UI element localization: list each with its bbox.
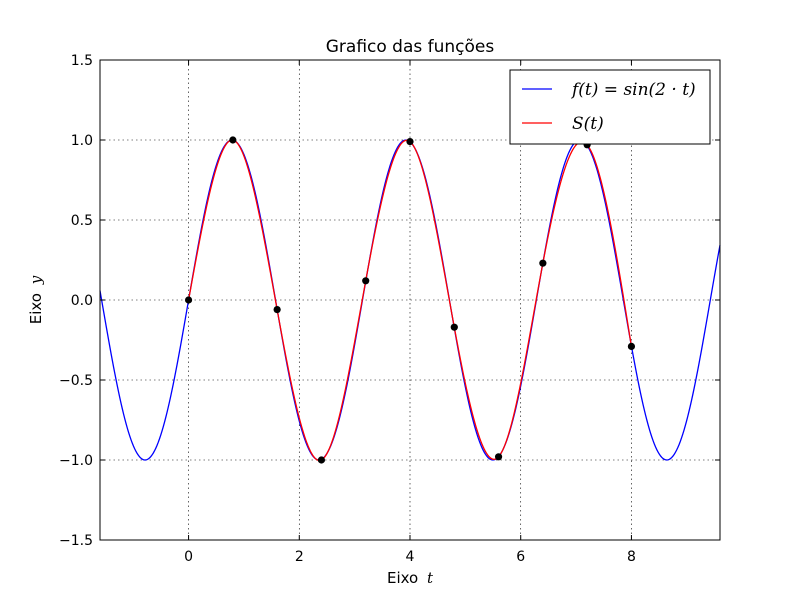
data-point: [406, 138, 414, 146]
x-axis-label: Eixo t: [387, 569, 434, 587]
x-axis-label-var: t: [427, 569, 434, 587]
y-tick-label: −1.5: [59, 533, 93, 549]
y-axis-label-var: y: [27, 275, 45, 285]
data-point: [494, 453, 503, 461]
y-tick-label: 0.5: [71, 213, 93, 229]
data-point: [627, 342, 636, 350]
y-tick-label: 1.5: [71, 53, 93, 69]
data-point: [229, 136, 237, 144]
x-tick-label: 8: [627, 549, 636, 565]
y-tick-label: 0.0: [71, 293, 93, 309]
data-point: [539, 259, 547, 267]
data-points: [184, 136, 636, 464]
x-tick-label: 0: [184, 549, 193, 565]
data-point: [317, 456, 326, 464]
x-axis-label-text: Eixo: [387, 569, 418, 587]
y-tick-label: 1.0: [71, 133, 93, 149]
ticks: 0 2 4 6 8 −1.5 −1.0 −0.5 0.0 0.5 1.0 1.5: [59, 53, 720, 565]
x-tick-label: 4: [406, 549, 415, 565]
data-point: [273, 306, 281, 314]
data-point: [450, 323, 458, 331]
legend-box: [509, 69, 711, 145]
y-axis-label: Eixo y: [27, 275, 45, 324]
legend-label-s: S(t): [572, 114, 604, 134]
y-axis-label-text: Eixo: [27, 293, 45, 324]
legend: f(t) = sin(2 · t) S(t): [509, 69, 711, 145]
x-tick-label: 6: [516, 549, 525, 565]
legend-label-f: f(t) = sin(2 · t): [570, 80, 696, 100]
data-point: [184, 296, 193, 304]
x-tick-label: 2: [295, 549, 304, 565]
chart-title: Grafico das funções: [326, 37, 495, 57]
y-tick-label: −0.5: [59, 373, 93, 389]
y-tick-label: −1.0: [59, 453, 93, 469]
data-point: [362, 277, 370, 285]
